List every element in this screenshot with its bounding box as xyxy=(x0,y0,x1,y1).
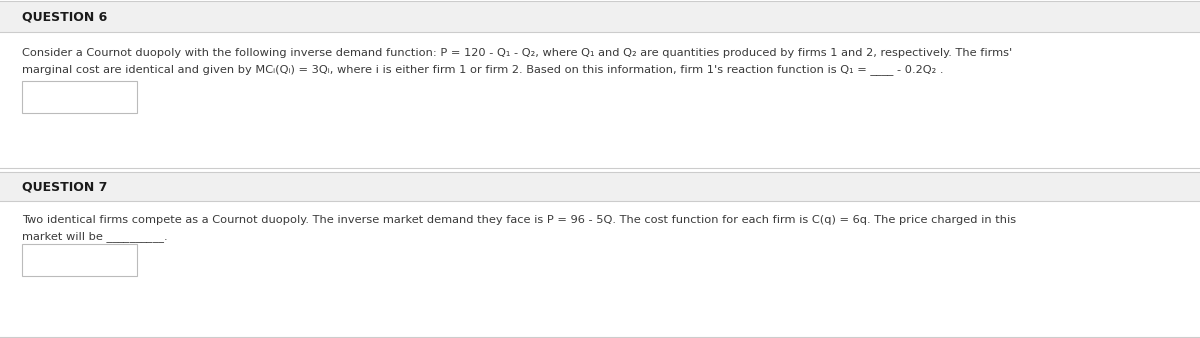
Text: Two identical firms compete as a Cournot duopoly. The inverse market demand they: Two identical firms compete as a Cournot… xyxy=(22,215,1016,225)
FancyBboxPatch shape xyxy=(22,81,137,113)
Text: QUESTION 7: QUESTION 7 xyxy=(22,180,107,193)
Text: marginal cost are identical and given by MCᵢ(Qᵢ) = 3Qᵢ, where i is either firm 1: marginal cost are identical and given by… xyxy=(22,65,943,75)
Text: Consider a Cournot duopoly with the following inverse demand function: P = 120 -: Consider a Cournot duopoly with the foll… xyxy=(22,48,1013,58)
Text: QUESTION 6: QUESTION 6 xyxy=(22,10,107,23)
FancyBboxPatch shape xyxy=(0,172,1200,201)
FancyBboxPatch shape xyxy=(0,1,1200,32)
FancyBboxPatch shape xyxy=(22,244,137,276)
Text: market will be __________.: market will be __________. xyxy=(22,232,168,242)
